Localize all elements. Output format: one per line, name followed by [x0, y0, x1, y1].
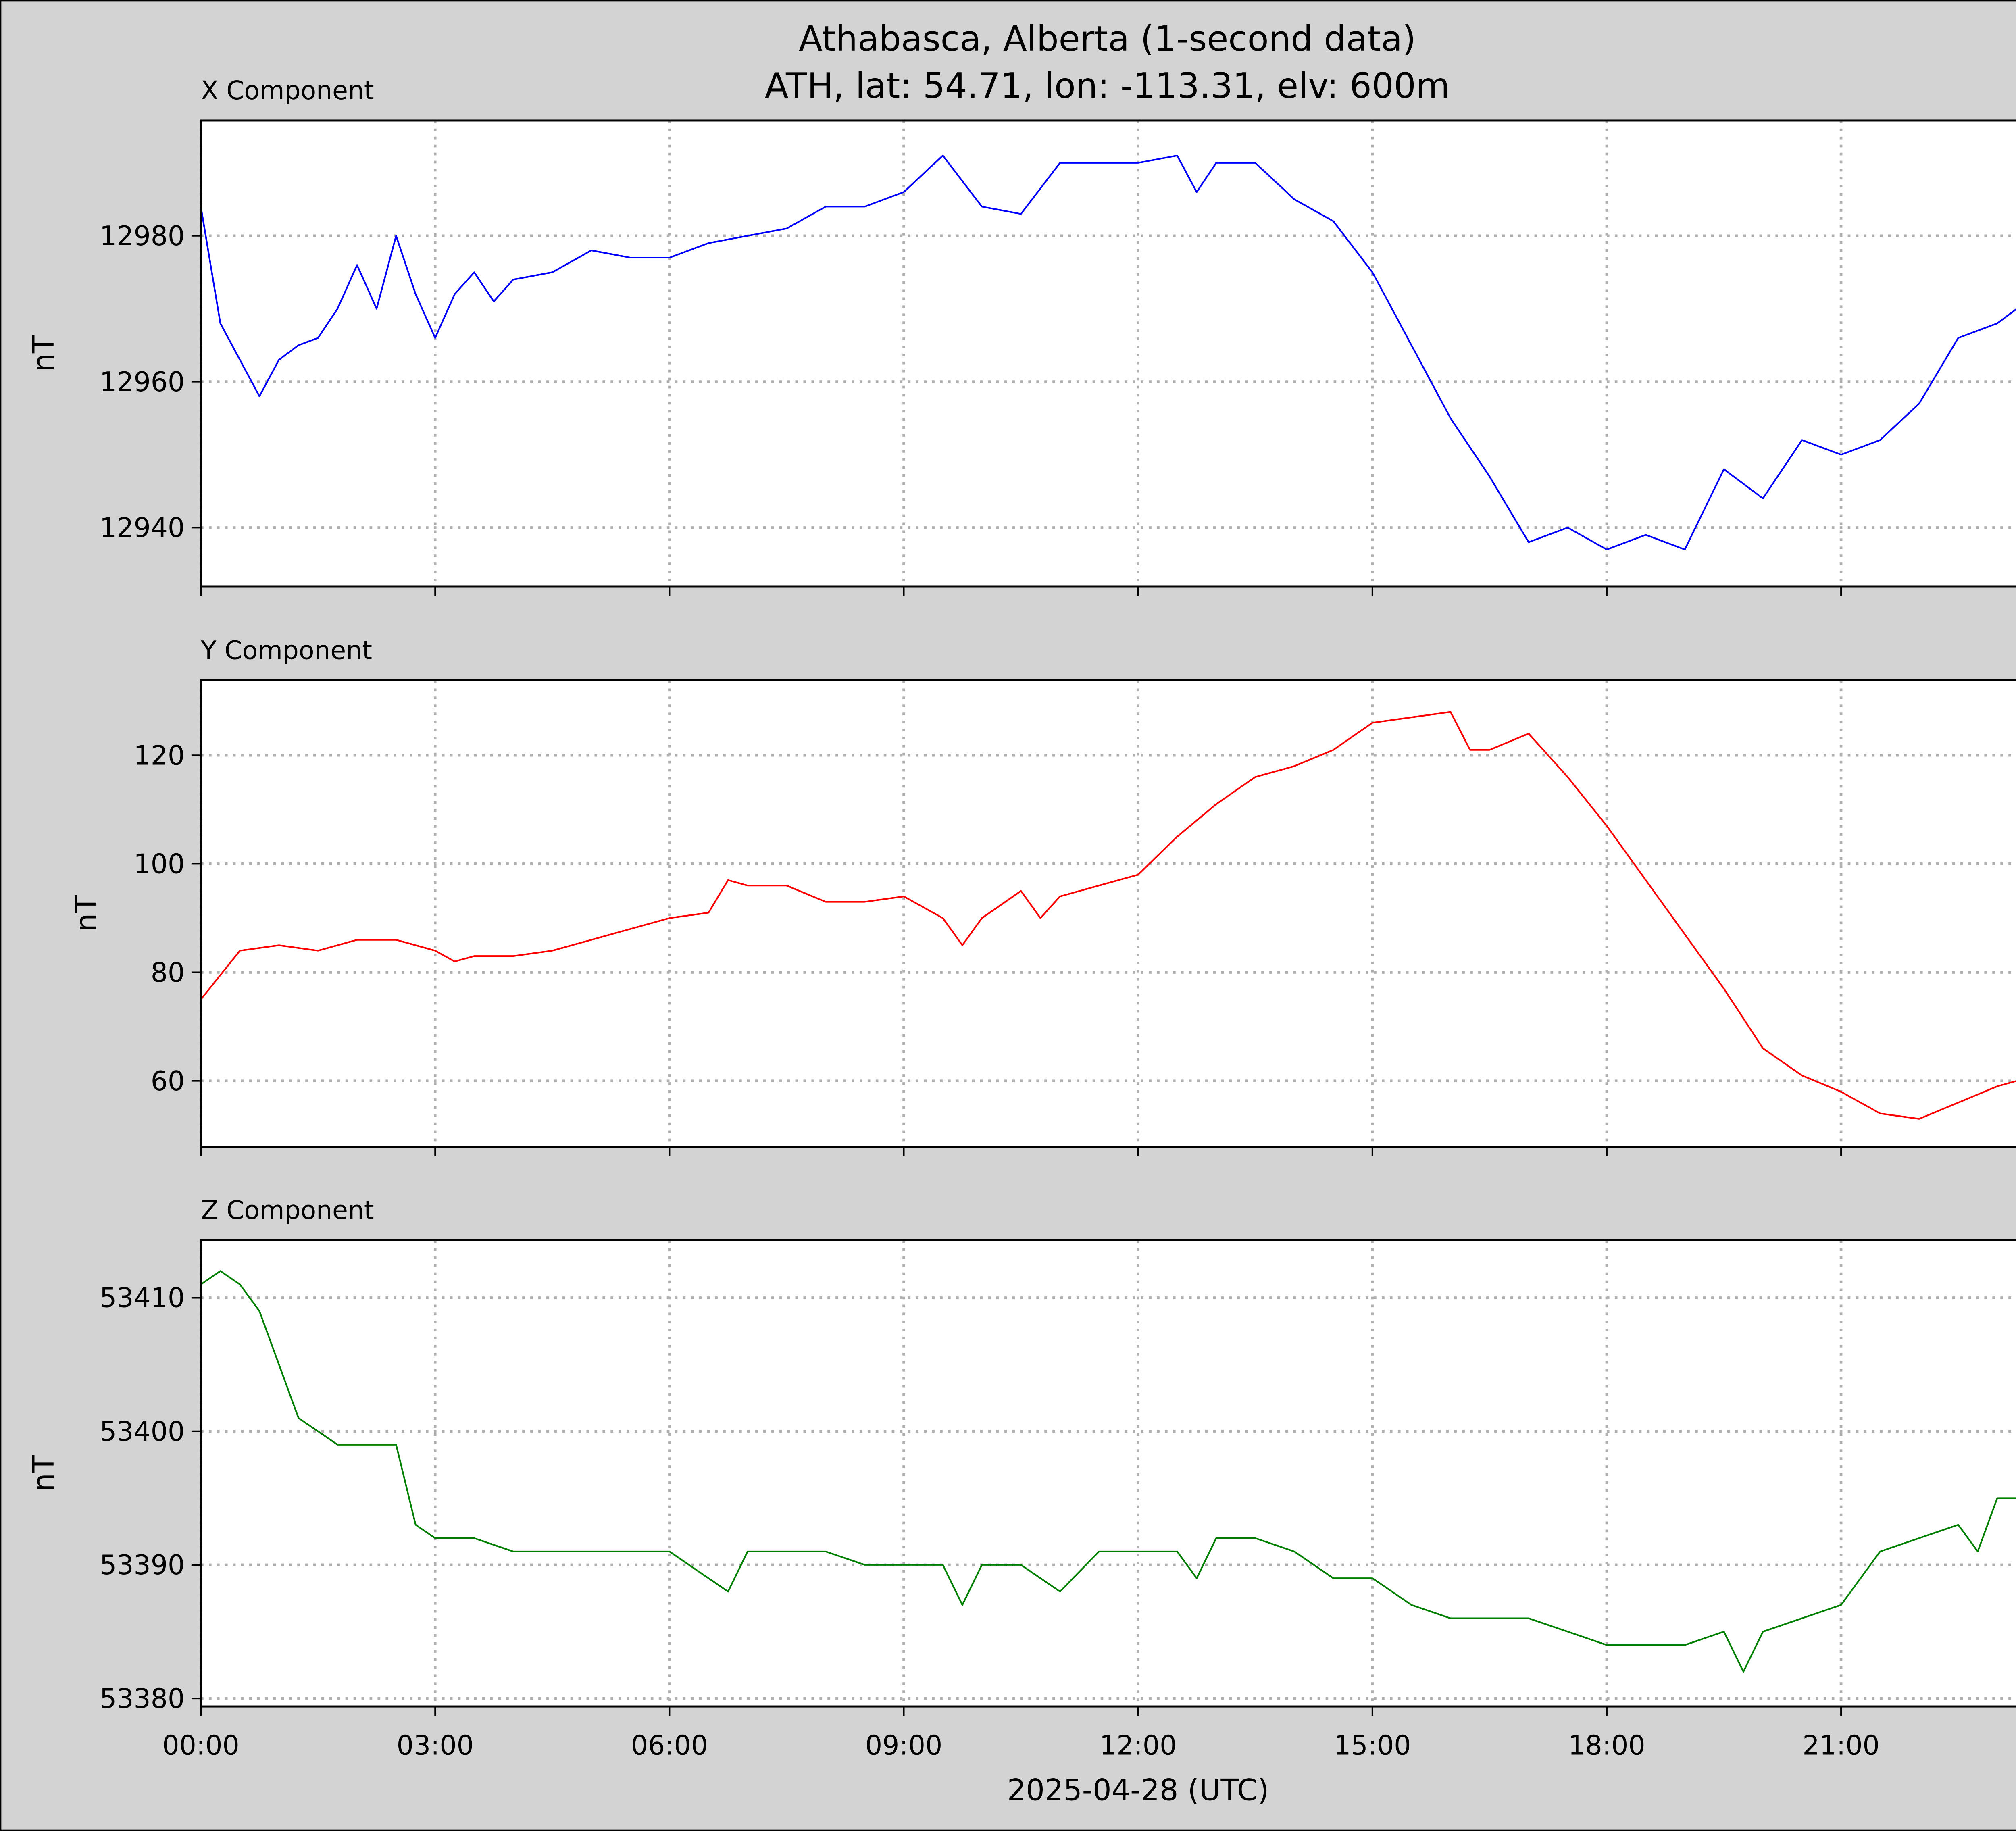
x-tick-label: 03:00 [397, 1730, 474, 1761]
x-tick-label: 12:00 [1100, 1730, 1177, 1761]
y-tick-label: 60 [151, 1065, 185, 1097]
x-tick-label: 15:00 [1334, 1730, 1411, 1761]
x-tick-label: 21:00 [1802, 1730, 1879, 1761]
plot-area [201, 120, 2016, 587]
y-tick-label: 12940 [100, 512, 185, 544]
y-tick-label: 53400 [100, 1416, 185, 1447]
x-axis-label: 2025-04-28 (UTC) [1007, 1773, 1269, 1808]
figure-title: Athabasca, Alberta (1-second data) [799, 19, 1416, 59]
data-line [200, 154, 2016, 550]
x-tick-label: 18:00 [1568, 1730, 1645, 1761]
panel-title: Y Component [200, 635, 372, 665]
y-tick-label: 100 [134, 848, 185, 880]
y-tick-label: 53410 [100, 1282, 185, 1314]
data-line [200, 711, 2016, 1120]
figure-subtitle: ATH, lat: 54.71, lon: -113.31, elv: 600m [765, 66, 1450, 106]
plot-frame [200, 679, 2016, 1148]
y-tick-label: 12980 [100, 220, 185, 252]
x-tick-label: 00:00 [162, 1730, 239, 1761]
x-tick-label: 06:00 [631, 1730, 708, 1761]
y-tick-label: 53380 [100, 1683, 185, 1714]
y-tick-label: 53390 [100, 1549, 185, 1581]
plot-frame [200, 119, 2016, 588]
x-tick-label: 09:00 [865, 1730, 942, 1761]
plot-area [201, 680, 2016, 1147]
y-axis-label: nT [69, 895, 104, 932]
panel-title: Z Component [201, 1195, 374, 1225]
plot-frame [200, 1239, 2016, 1708]
y-tick-label: 80 [151, 957, 185, 988]
y-tick-label: 120 [134, 739, 185, 771]
panel-title: X Component [201, 75, 374, 105]
y-axis-label: nT [27, 1455, 61, 1491]
y-axis-label: nT [27, 335, 61, 372]
plot-area [201, 1240, 2016, 1707]
y-tick-label: 12960 [100, 366, 185, 398]
data-line [200, 1270, 2016, 1673]
